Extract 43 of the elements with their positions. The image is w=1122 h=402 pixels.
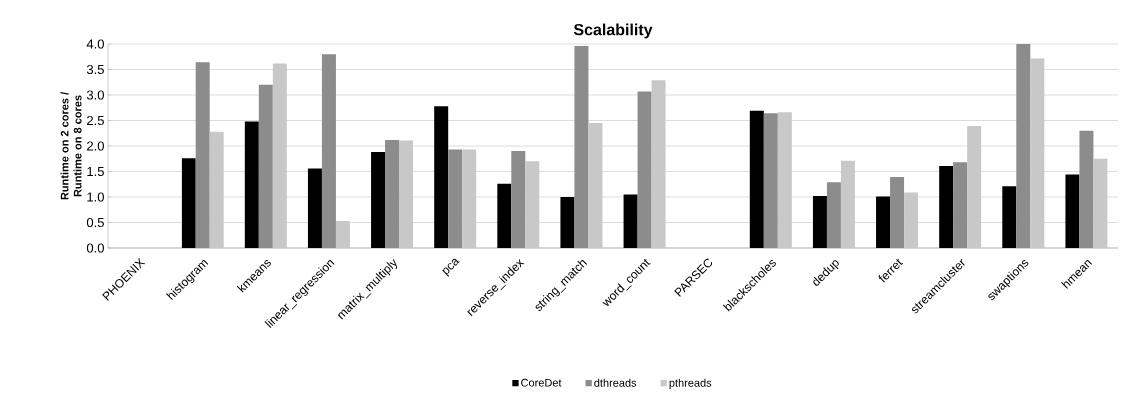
bar bbox=[462, 149, 477, 248]
y-tick-label: 3.5 bbox=[86, 64, 104, 75]
bar bbox=[967, 126, 982, 248]
bar bbox=[399, 140, 414, 248]
bar bbox=[876, 196, 891, 248]
bar bbox=[623, 194, 638, 248]
bar bbox=[307, 168, 322, 248]
legend-label: CoreDet bbox=[521, 378, 562, 387]
y-tick-label: 0.0 bbox=[86, 243, 104, 253]
bar bbox=[840, 160, 855, 248]
y-tick-label: 0.5 bbox=[86, 217, 104, 228]
bar bbox=[244, 121, 259, 248]
bar bbox=[209, 131, 224, 248]
y-tick-label: 4.0 bbox=[86, 39, 104, 49]
bar bbox=[812, 195, 827, 248]
bar bbox=[181, 158, 196, 248]
bar bbox=[651, 80, 666, 248]
y-tick-label: 2.0 bbox=[87, 141, 104, 151]
bar bbox=[560, 197, 575, 248]
bar bbox=[939, 165, 954, 248]
bar bbox=[272, 63, 287, 248]
y-tick-label: 1.0 bbox=[87, 192, 104, 202]
y-tick-label: 2.5 bbox=[87, 115, 104, 126]
x-tick-label: pca bbox=[442, 258, 460, 277]
y-axis-title: Runtime on 2 cores / Runtime on 8 cores bbox=[60, 92, 82, 200]
y-tick-label: 1.5 bbox=[87, 166, 104, 177]
bar bbox=[749, 110, 764, 248]
legend-label: dthreads bbox=[594, 378, 637, 387]
bar bbox=[434, 106, 449, 248]
chart-title: Scalability bbox=[573, 23, 653, 39]
legend-label: pthreads bbox=[669, 378, 712, 389]
bar bbox=[1093, 158, 1108, 248]
bar bbox=[1002, 186, 1017, 248]
y-tick-label: 3.0 bbox=[86, 90, 104, 100]
bar bbox=[1030, 58, 1045, 248]
bar bbox=[1065, 174, 1080, 248]
bar bbox=[904, 192, 919, 248]
bar bbox=[588, 123, 603, 248]
bar bbox=[371, 152, 386, 248]
bar bbox=[777, 112, 792, 248]
bar bbox=[335, 220, 350, 248]
bar bbox=[497, 183, 512, 248]
bar bbox=[525, 161, 540, 248]
